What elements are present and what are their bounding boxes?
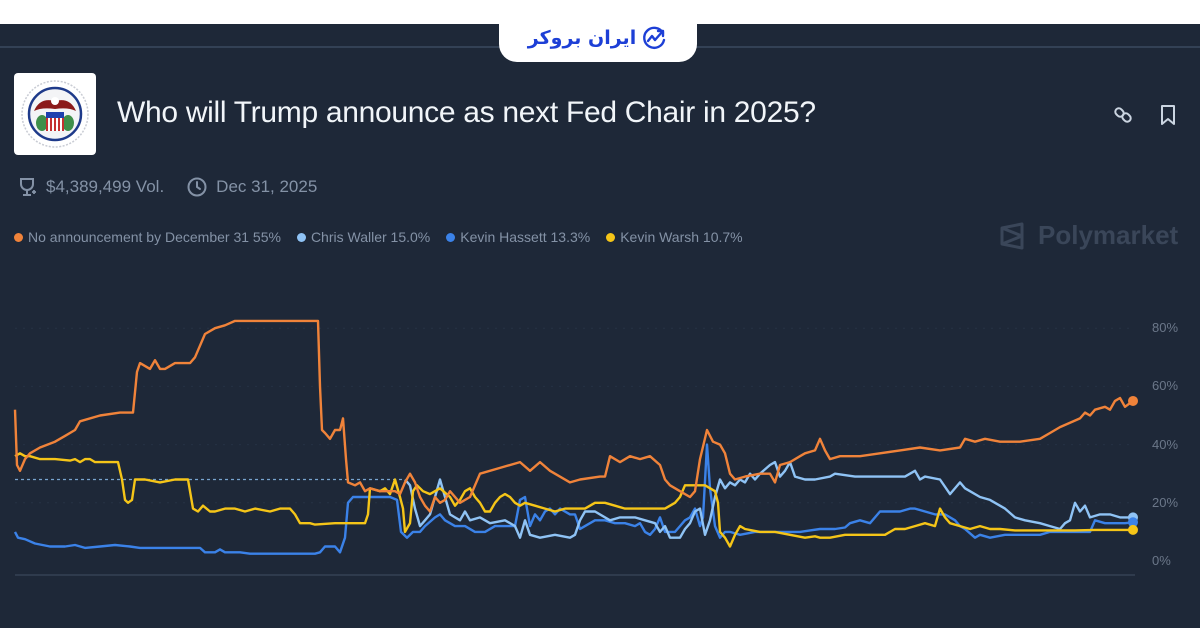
- market-logo: [14, 73, 96, 155]
- series-line: [14, 452, 1133, 548]
- legend-dot: [446, 232, 456, 242]
- polymarket-logo-icon: [1000, 222, 1024, 249]
- market-meta: $4,389,499 Vol. Dec 31, 2025: [16, 176, 317, 198]
- y-axis-tick-label: 20%: [1152, 494, 1179, 510]
- legend-item-kevin-hassett[interactable]: Kevin Hassett 13.3%: [446, 229, 590, 245]
- legend-label: Kevin Warsh 10.7%: [620, 229, 743, 245]
- market-title: Who will Trump announce as next Fed Chai…: [117, 96, 816, 129]
- series-end-dot: [1128, 395, 1138, 406]
- legend-item-chris-waller[interactable]: Chris Waller 15.0%: [296, 229, 431, 245]
- legend-item-kevin-warsh[interactable]: Kevin Warsh 10.7%: [606, 229, 743, 245]
- y-axis-tick-label: 40%: [1152, 436, 1179, 452]
- series-end-dot: [1128, 524, 1138, 535]
- chart-legend: No announcement by December 31 55% Chris…: [14, 229, 743, 245]
- legend-dot: [14, 232, 23, 242]
- volume-text: $4,389,499 Vol.: [46, 177, 165, 196]
- series-line: [13, 443, 1134, 555]
- legend-dot: [606, 232, 616, 242]
- series-line: [13, 319, 1134, 513]
- price-history-chart[interactable]: [0, 290, 1200, 590]
- brand-badge: ایران بروکر: [499, 14, 697, 62]
- link-icon: [1114, 107, 1132, 123]
- series-line: [404, 460, 1133, 539]
- end-date-text: Dec 31, 2025: [216, 177, 318, 196]
- growth-chart-icon: [643, 26, 666, 49]
- y-axis-tick-label: 80%: [1152, 320, 1179, 336]
- polymarket-watermark: Polymarket: [998, 220, 1178, 251]
- trophy-icon: [20, 178, 36, 196]
- legend-label: Chris Waller 15.0%: [310, 229, 431, 245]
- y-axis-tick-label: 0%: [1152, 553, 1171, 568]
- series-end-dot: [1128, 517, 1138, 528]
- bookmark-icon: [1161, 105, 1175, 125]
- clock-icon: [187, 177, 207, 197]
- watermark-text: Polymarket: [1038, 220, 1179, 250]
- copy-link-button[interactable]: [1111, 103, 1135, 127]
- legend-label: Kevin Hassett 13.3%: [460, 229, 591, 245]
- legend-label: No announcement by December 31 55%: [28, 229, 281, 245]
- chart-series: [13, 319, 1138, 555]
- y-axis-tick-label: 60%: [1152, 378, 1179, 394]
- bookmark-button[interactable]: [1156, 103, 1180, 127]
- legend-dot: [296, 232, 306, 242]
- brand-name: ایران بروکر: [527, 27, 637, 49]
- chart-gridlines: [15, 327, 1135, 504]
- federal-reserve-seal-icon: [21, 80, 89, 148]
- legend-item-no-announcement[interactable]: No announcement by December 31 55%: [14, 229, 281, 245]
